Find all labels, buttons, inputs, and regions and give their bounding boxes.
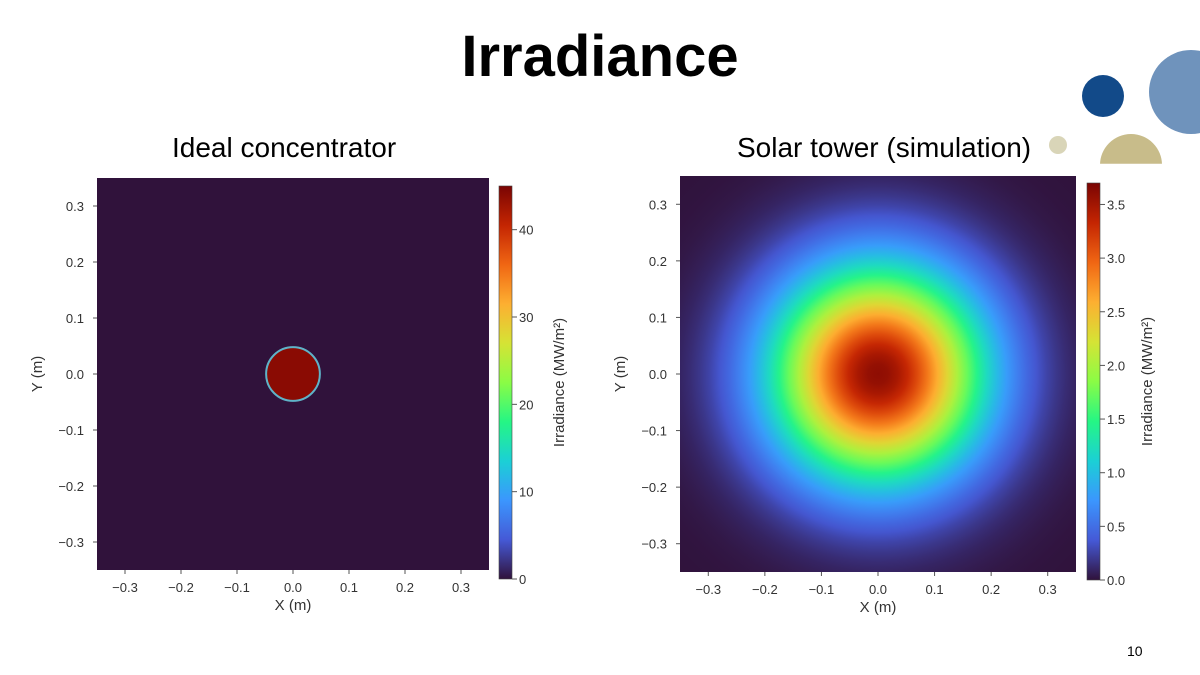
colorbar [498, 185, 513, 580]
x-tick-label: −0.2 [752, 582, 778, 597]
colorbar-label: Irradiance (MW/m²) [1139, 317, 1156, 446]
x-tick-label: −0.3 [112, 580, 138, 595]
colorbar-tick-label: 2.0 [1107, 358, 1125, 373]
colorbar-tick-label: 10 [519, 485, 533, 500]
y-tick-label: 0.1 [66, 311, 84, 326]
y-tick-label: −0.3 [641, 537, 667, 552]
x-tick-label: 0.1 [926, 582, 944, 597]
y-tick-label: 0.1 [649, 310, 667, 325]
colorbar-tick-label: 1.0 [1107, 466, 1125, 481]
gaussian-irradiance-field [680, 176, 1076, 572]
x-tick-label: −0.1 [224, 580, 250, 595]
x-tick-label: −0.1 [809, 582, 835, 597]
irradiance-disk [265, 346, 321, 402]
chart-title-solar-tower: Solar tower (simulation) [737, 132, 1032, 163]
x-tick-label: 0.2 [982, 582, 1000, 597]
decorative-circle-cream [1049, 136, 1067, 154]
y-tick-label: −0.1 [641, 424, 667, 439]
colorbar [1086, 182, 1101, 581]
colorbar-tick-label: 0.5 [1107, 519, 1125, 534]
slide-title: Irradiance [461, 24, 739, 89]
y-tick-label: −0.2 [641, 480, 667, 495]
y-tick-label: −0.3 [58, 535, 84, 550]
x-tick-label: −0.3 [695, 582, 721, 597]
colorbar-label: Irradiance (MW/m²) [551, 318, 568, 447]
y-tick-label: 0.2 [649, 254, 667, 269]
y-tick-label: 0.2 [66, 255, 84, 270]
y-axis-label: Y (m) [612, 356, 629, 392]
colorbar-tick-label: 40 [519, 223, 533, 238]
decorative-circle-navy [1082, 75, 1124, 117]
x-tick-label: −0.2 [168, 580, 194, 595]
y-tick-label: −0.2 [58, 479, 84, 494]
heatmap-ideal-concentrator: −0.3 −0.2 −0.1 0.0 0.1 0.2 0.3 0.3 0.2 0.1 0.0 −0.1… [29, 178, 568, 614]
y-tick-label: 0.0 [66, 367, 84, 382]
x-tick-label: 0.2 [396, 580, 414, 595]
colorbar-tick-label: 2.5 [1107, 305, 1125, 320]
colorbar-tick-label: 30 [519, 310, 533, 325]
y-tick-label: 0.3 [66, 199, 84, 214]
x-tick-label: 0.3 [452, 580, 470, 595]
colorbar-tick-label: 0.0 [1107, 573, 1125, 588]
x-tick-label: 0.0 [284, 580, 302, 595]
x-tick-label: 0.3 [1039, 582, 1057, 597]
y-axis-label: Y (m) [29, 356, 46, 392]
y-tick-label: 0.3 [649, 197, 667, 212]
x-tick-label: 0.1 [340, 580, 358, 595]
colorbar-tick-label: 0 [519, 572, 526, 587]
x-axis-label: X (m) [275, 597, 312, 614]
colorbar-tick-label: 3.5 [1107, 197, 1125, 212]
colorbar-tick-label: 1.5 [1107, 412, 1125, 427]
colorbar-tick-label: 20 [519, 397, 533, 412]
x-tick-label: 0.0 [869, 582, 887, 597]
x-axis-label: X (m) [860, 599, 897, 616]
colorbar-tick-label: 3.0 [1107, 251, 1125, 266]
y-tick-label: −0.1 [58, 423, 84, 438]
y-tick-label: 0.0 [649, 367, 667, 382]
chart-title-ideal-concentrator: Ideal concentrator [172, 132, 397, 163]
page-number: 10 [1127, 643, 1143, 659]
